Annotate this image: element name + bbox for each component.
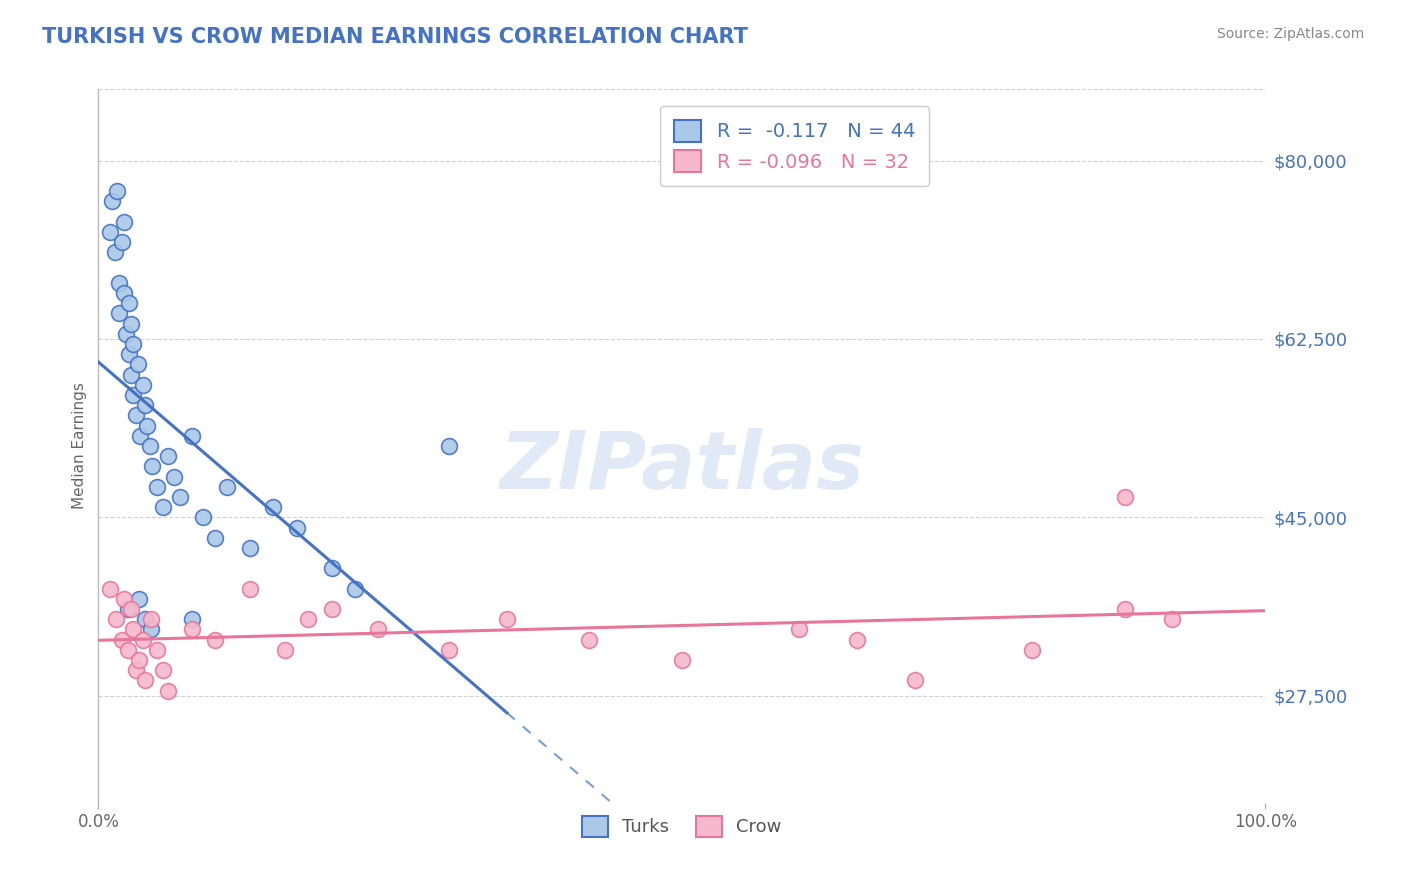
Text: TURKISH VS CROW MEDIAN EARNINGS CORRELATION CHART: TURKISH VS CROW MEDIAN EARNINGS CORRELAT…	[42, 27, 748, 46]
Point	[578, 632, 600, 647]
Y-axis label: Median Earnings: Median Earnings	[72, 383, 87, 509]
Point	[105, 184, 128, 198]
Point	[180, 429, 202, 443]
Point	[180, 623, 202, 637]
Point	[141, 459, 163, 474]
Point	[139, 623, 162, 637]
Point	[108, 306, 131, 320]
Point	[1161, 612, 1184, 626]
Point	[118, 296, 141, 310]
Point	[112, 215, 135, 229]
Point	[129, 429, 152, 443]
Point	[104, 245, 127, 260]
Point	[204, 632, 226, 647]
Point	[128, 591, 150, 606]
Point	[437, 439, 460, 453]
Point	[134, 673, 156, 688]
Text: Source: ZipAtlas.com: Source: ZipAtlas.com	[1216, 27, 1364, 41]
Point	[117, 643, 139, 657]
Point	[127, 358, 149, 372]
Text: ZIPatlas: ZIPatlas	[499, 428, 865, 507]
Point	[321, 602, 343, 616]
Point	[787, 623, 810, 637]
Point	[132, 377, 155, 392]
Point	[344, 582, 367, 596]
Point	[111, 632, 134, 647]
Point	[112, 591, 135, 606]
Point	[120, 602, 142, 616]
Point	[496, 612, 519, 626]
Point	[115, 326, 138, 341]
Point	[104, 612, 127, 626]
Point	[274, 643, 297, 657]
Point	[239, 541, 262, 555]
Point	[152, 663, 174, 677]
Point	[1114, 490, 1136, 504]
Legend: Turks, Crow: Turks, Crow	[575, 808, 789, 844]
Point	[437, 643, 460, 657]
Point	[112, 286, 135, 301]
Point	[128, 653, 150, 667]
Point	[98, 582, 121, 596]
Point	[157, 683, 180, 698]
Point	[152, 500, 174, 515]
Point	[120, 317, 142, 331]
Point	[101, 194, 124, 209]
Point	[157, 449, 180, 463]
Point	[169, 490, 191, 504]
Point	[108, 276, 131, 290]
Point	[262, 500, 284, 515]
Point	[285, 520, 308, 534]
Point	[180, 612, 202, 626]
Point	[120, 368, 142, 382]
Point	[122, 337, 145, 351]
Point	[146, 480, 169, 494]
Point	[134, 398, 156, 412]
Point	[122, 388, 145, 402]
Point	[146, 643, 169, 657]
Point	[1021, 643, 1043, 657]
Point	[367, 623, 389, 637]
Point	[111, 235, 134, 249]
Point	[136, 418, 159, 433]
Point	[98, 225, 121, 239]
Point	[193, 510, 215, 524]
Point	[139, 612, 162, 626]
Point	[904, 673, 927, 688]
Point	[118, 347, 141, 361]
Point	[122, 623, 145, 637]
Point	[125, 409, 148, 423]
Point	[297, 612, 319, 626]
Point	[134, 612, 156, 626]
Point	[163, 469, 186, 483]
Point	[204, 531, 226, 545]
Point	[239, 582, 262, 596]
Point	[117, 602, 139, 616]
Point	[215, 480, 238, 494]
Point	[846, 632, 869, 647]
Point	[125, 663, 148, 677]
Point	[139, 439, 162, 453]
Point	[132, 632, 155, 647]
Point	[671, 653, 693, 667]
Point	[321, 561, 343, 575]
Point	[1114, 602, 1136, 616]
